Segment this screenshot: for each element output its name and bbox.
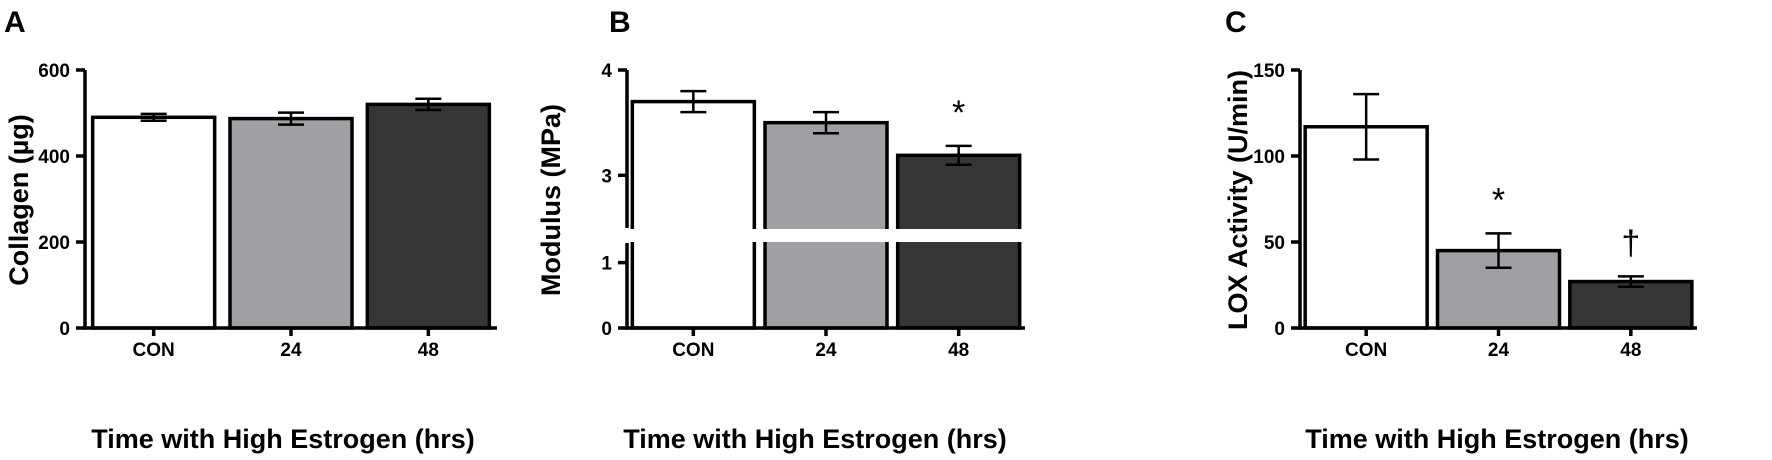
bar-a-1 [228, 116, 354, 330]
x-tick-label-a-1: 24 [280, 340, 302, 361]
panel-c: C LOX Activity (U/min) Time with High Es… [1223, 6, 1697, 454]
bar-b-0 [630, 99, 757, 330]
annotation-b-2: * [952, 94, 965, 132]
y-tick-label-c-3: 150 [1253, 61, 1285, 82]
panel-letter-c: C [1225, 6, 1247, 39]
panel-b: B Modulus (MPa) Time with High Estrogen … [536, 6, 1035, 454]
bar-b-1 [763, 120, 889, 330]
panel-letter-a: A [4, 6, 26, 39]
x-tick-label-b-1: 24 [815, 340, 837, 361]
y-tick-label-b-3: 4 [601, 61, 612, 82]
y-tick-label-b-0: 0 [601, 319, 612, 340]
y-axis-label-a: Collagen (µg) [4, 114, 34, 286]
x-tick-label-a-0: CON [133, 340, 175, 361]
y-tick-label-c-0: 0 [1274, 319, 1285, 340]
panel-letter-b: B [609, 6, 631, 39]
annotation-c-1: * [1492, 181, 1505, 219]
y-tick-label-c-1: 50 [1264, 233, 1285, 254]
x-tick-label-c-0: CON [1345, 340, 1387, 361]
y-tick-label-b-2: 3 [601, 166, 612, 187]
x-tick-label-c-1: 24 [1488, 340, 1510, 361]
x-tick-label-b-2: 48 [948, 340, 969, 361]
x-axis-label-c: Time with High Estrogen (hrs) [1305, 424, 1689, 454]
annotation-c-2: † [1621, 224, 1640, 262]
y-axis-label-c: LOX Activity (U/min) [1223, 70, 1253, 330]
x-tick-label-a-2: 48 [418, 340, 439, 361]
panel-a: A Collagen (µg) Time with High Estrogen … [4, 6, 497, 454]
y-tick-label-a-1: 200 [38, 233, 70, 254]
y-tick-label-a-2: 400 [38, 147, 70, 168]
x-axis-label-b: Time with High Estrogen (hrs) [623, 424, 1007, 454]
bar-a-2 [365, 102, 492, 330]
x-tick-label-c-2: 48 [1620, 340, 1641, 361]
bar-c-2 [1568, 279, 1694, 330]
y-tick-label-a-0: 0 [59, 319, 70, 340]
y-tick-label-b-1: 1 [601, 254, 612, 275]
y-axis-label-b: Modulus (MPa) [536, 104, 566, 296]
bar-a-0 [90, 115, 217, 330]
x-tick-label-b-0: CON [672, 340, 714, 361]
y-tick-label-a-3: 600 [38, 61, 70, 82]
y-tick-label-c-2: 100 [1253, 147, 1285, 168]
x-axis-label-a: Time with High Estrogen (hrs) [91, 424, 475, 454]
axis-break-gap-b [617, 229, 1035, 242]
